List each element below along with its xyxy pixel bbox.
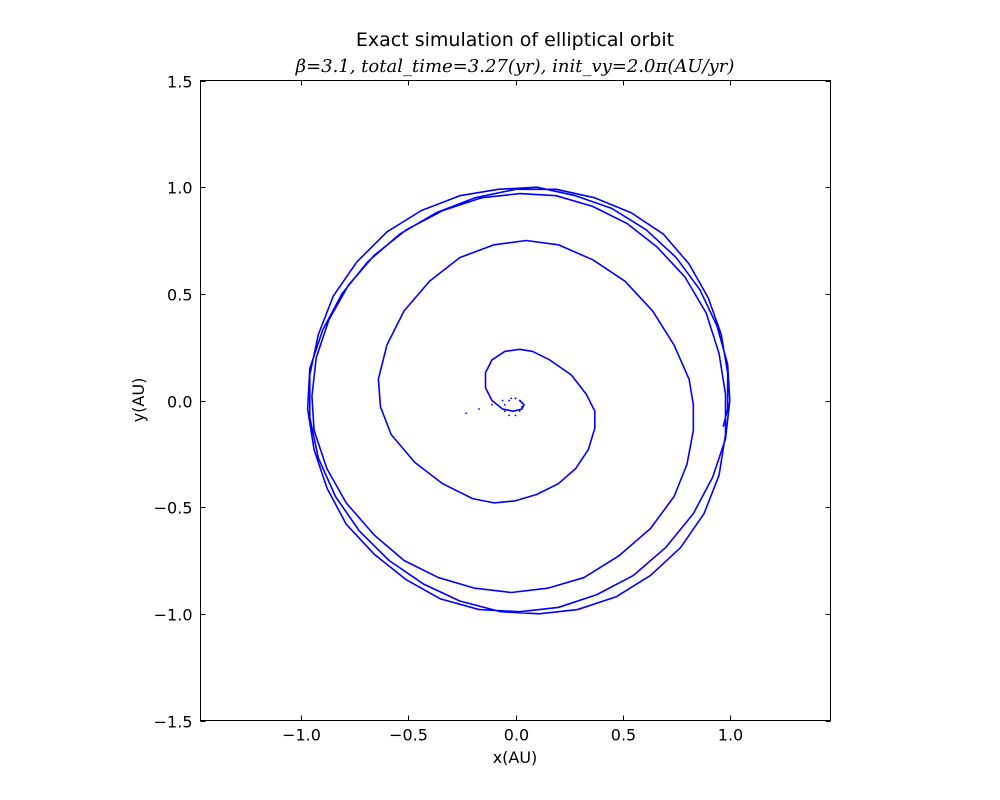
orbit-point bbox=[510, 397, 513, 400]
orbit-point bbox=[514, 414, 517, 417]
chart-subtitle: β=3.1, total_time=3.27(yr), init_vy=2.0π… bbox=[295, 56, 735, 77]
orbit-point bbox=[491, 403, 493, 406]
x-tick-label: −1.0 bbox=[282, 726, 321, 745]
x-tick-label: 0.0 bbox=[504, 726, 529, 745]
orbit-point bbox=[508, 399, 510, 402]
orbit-point bbox=[503, 403, 506, 406]
plot-frame bbox=[200, 80, 831, 721]
y-axis-label: y(AU) bbox=[129, 378, 148, 423]
y-tick-label: 0.5 bbox=[167, 286, 192, 305]
orbit-point bbox=[465, 412, 468, 415]
y-tick-label: 0.0 bbox=[167, 393, 192, 412]
orbit-point bbox=[514, 397, 517, 400]
y-tick-label: −0.5 bbox=[154, 499, 193, 518]
y-tick-label: −1.0 bbox=[154, 606, 193, 625]
x-tick-label: 1.0 bbox=[718, 726, 743, 745]
orbit-point bbox=[478, 408, 480, 410]
orbit-point bbox=[518, 410, 521, 413]
orbit-path bbox=[306, 186, 731, 615]
x-axis-label: x(AU) bbox=[493, 748, 538, 767]
axis-ticks: −1.0 −0.5 0.0 0.5 1.0 −1.5 −1.0 −0.5 0.0 0.5 1.0 1.… bbox=[154, 73, 831, 745]
x-tick-label: 0.5 bbox=[611, 726, 636, 745]
plot-area bbox=[306, 186, 731, 615]
y-tick-label: 1.5 bbox=[167, 73, 192, 92]
orbit-point bbox=[501, 399, 504, 402]
orbit-point bbox=[508, 414, 510, 417]
x-tick-label: −0.5 bbox=[389, 726, 428, 745]
y-tick-label: −1.5 bbox=[154, 713, 193, 732]
orbit-point bbox=[503, 410, 506, 413]
y-tick-label: 1.0 bbox=[167, 179, 192, 198]
chart-title: Exact simulation of elliptical orbit bbox=[356, 29, 674, 51]
